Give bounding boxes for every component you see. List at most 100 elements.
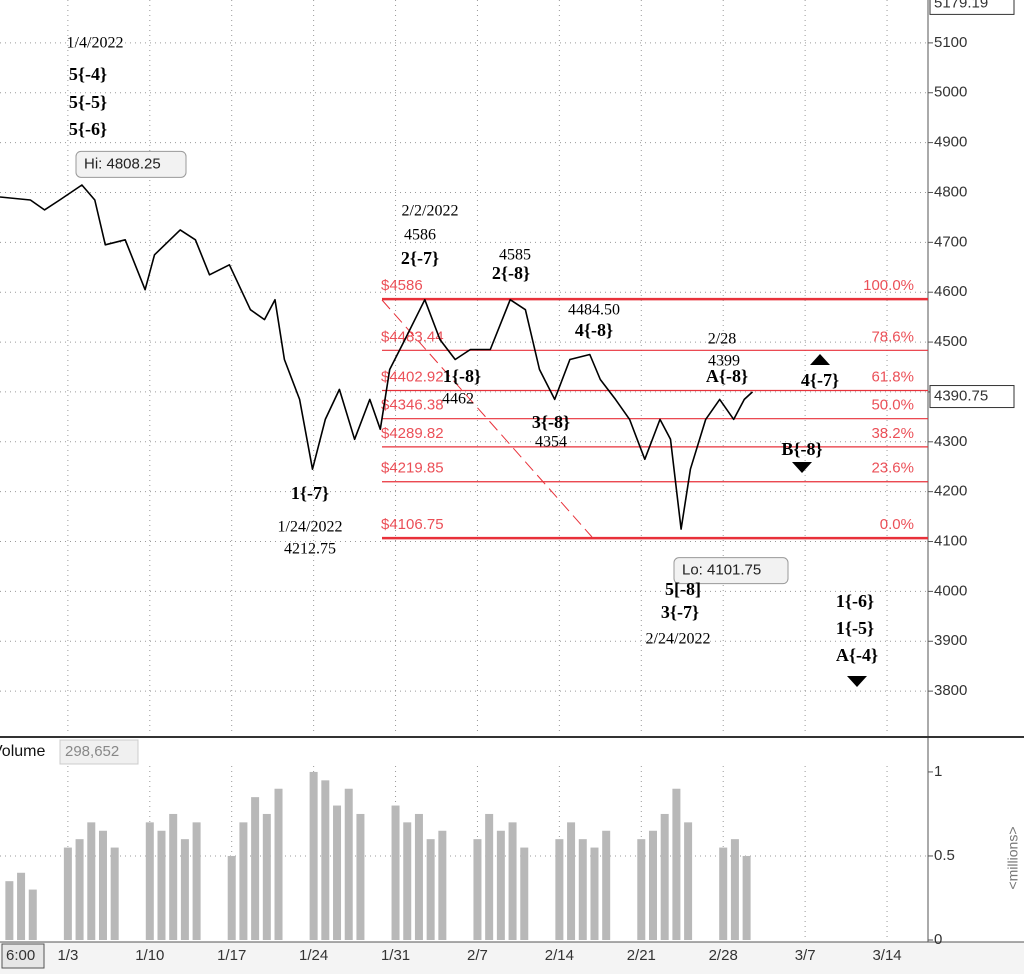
wave-annotation: 2{-8} [492,263,530,283]
volume-value: 298,652 [65,743,119,760]
y-tick-label: 4800 [934,183,967,200]
y-tick-label: 4500 [934,333,967,350]
volume-bar [590,847,599,940]
volume-bar [227,855,236,940]
down-arrow [792,462,812,473]
volume-bar [75,839,84,940]
wave-annotation: 4212.75 [284,541,336,558]
price-callout [75,150,187,178]
x-tick-label: 2/7 [467,947,488,964]
x-tick-label: 2/14 [545,947,574,964]
wave-annotation: 1/24/2022 [278,519,343,536]
volume-bar [414,813,423,940]
wave-annotation: 4{-7} [801,370,839,390]
price-line [0,184,754,530]
volume-bar [5,881,14,940]
fib-pct-label: 50.0% [871,397,914,414]
volume-bar [17,872,26,940]
volume-bar [719,847,728,940]
volume-bar [438,830,447,940]
volume-bar [473,839,482,940]
volume-bar [192,822,201,940]
price-marker-label: 5179.19 [934,0,988,11]
volume-bar [239,822,248,940]
y-tick-label: 1 [934,763,942,780]
fib-price-label: $4402.92 [381,368,444,385]
trend-line [381,299,593,538]
wave-annotation: 4586 [404,227,436,244]
y-tick-label: 0.5 [934,847,955,864]
x-tick-label: 1/17 [217,947,246,964]
volume-bar [555,839,564,940]
fib-price-label: $4483.44 [381,328,444,345]
y-tick-label: 4100 [934,532,967,549]
y-tick-label: 4700 [934,233,967,250]
volume-bar [602,830,611,940]
wave-annotation: 4399 [708,353,740,370]
volume-bar [321,780,330,940]
volume-bar [426,839,435,940]
volume-bar [63,847,72,940]
down-arrow [847,676,867,687]
wave-annotation: 4462 [442,391,474,408]
y-tick-label: 5100 [934,34,967,51]
volume-bar [169,813,178,940]
wave-annotation: 4354 [535,434,567,451]
volume-axis-label: <millions> [1005,826,1021,889]
fib-price-label: $4346.38 [381,397,444,414]
volume-bar [28,889,37,940]
fib-pct-label: 100.0% [863,277,914,294]
fib-pct-label: 38.2% [871,425,914,442]
fib-price-label: $4586 [381,277,423,294]
wave-annotation: 5[-8] [665,579,701,599]
volume-bar [180,839,189,940]
wave-annotation: 4484.50 [568,302,620,319]
x-tick-label: 1/24 [299,947,328,964]
y-tick-label: 4200 [934,483,967,500]
x-tick-label: 1/10 [135,947,164,964]
volume-bar [274,788,283,940]
y-tick-label: 4000 [934,582,967,599]
up-arrow [810,354,830,365]
wave-annotation: 1{-8} [443,366,481,386]
volume-bar [567,822,576,940]
y-tick-label: 5000 [934,84,967,101]
price-callout-label: Hi: 4808.25 [84,155,161,172]
volume-bar [742,855,751,940]
wave-annotation: A{-8} [706,366,748,386]
y-tick-label: 4300 [934,433,967,450]
time-start-box [1,943,45,969]
fib-pct-label: 78.6% [871,328,914,345]
y-tick-label: 3900 [934,632,967,649]
x-tick-label: 1/3 [57,947,78,964]
time-start-label: 6:00 [6,947,35,964]
volume-bar [87,822,96,940]
volume-bar [98,830,107,940]
x-tick-label: 3/14 [872,947,901,964]
y-tick-label: 0 [934,931,942,948]
price-callout [673,557,789,585]
wave-annotation: 3{-7} [661,602,699,622]
x-tick-label: 2/28 [709,947,738,964]
wave-annotation: 5{-4} [69,64,107,84]
y-tick-label: 4600 [934,283,967,300]
wave-annotation: 1{-7} [291,483,329,503]
x-tick-label: 1/31 [381,947,410,964]
volume-bar [391,805,400,940]
x-tick-label: 3/7 [795,947,816,964]
volume-bar [684,822,693,940]
wave-annotation: 4585 [499,247,531,264]
volume-bar [578,839,587,940]
volume-bar [520,847,529,940]
volume-bar [672,788,681,940]
wave-annotation: 2/24/2022 [646,631,711,648]
volume-value-box [59,739,139,765]
wave-annotation: 1{-5} [836,618,874,638]
wave-annotation: 1/4/2022 [67,35,124,52]
price-marker [929,0,1015,15]
volume-bar [262,813,271,940]
volume-bar [508,822,517,940]
volume-bar [309,771,318,940]
volume-bar [145,822,154,940]
